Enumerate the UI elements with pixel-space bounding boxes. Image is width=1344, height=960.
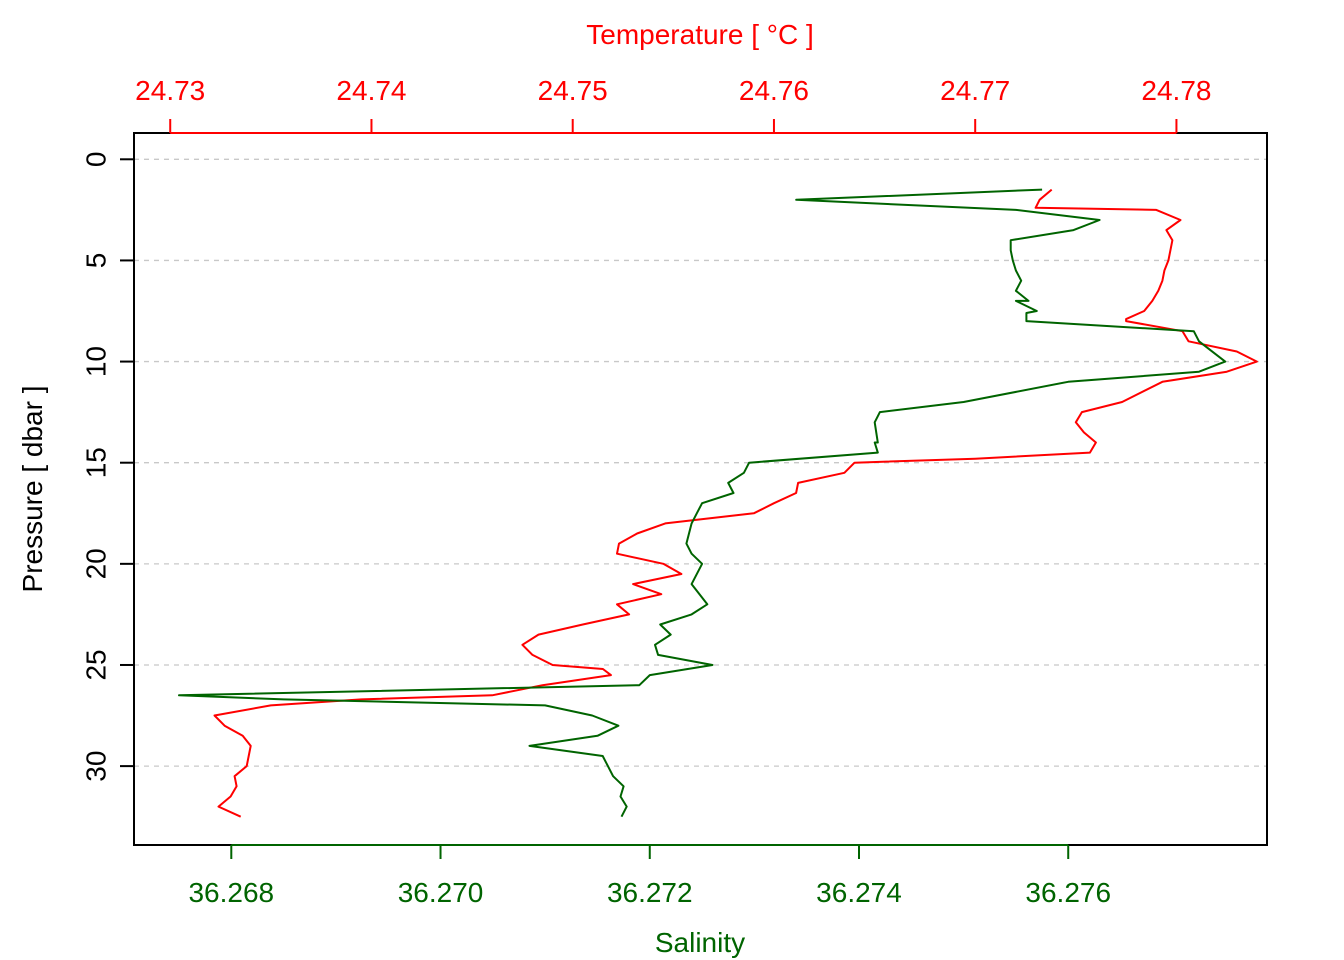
top-axis-temperature: 24.73 24.74 24.75 24.76 24.77 24.78 [135,75,1211,134]
bottom-tick-label: 36.270 [398,877,484,908]
top-tick-label: 24.78 [1141,75,1211,106]
bottom-tick-label: 36.276 [1025,877,1111,908]
top-tick-label: 24.73 [135,75,205,106]
left-axis-title: Pressure [ dbar ] [17,386,48,593]
y-tick-label: 15 [80,447,111,478]
y-tick-label: 30 [80,751,111,782]
top-tick-label: 24.74 [336,75,406,106]
gridlines [134,158,1267,767]
top-tick-label: 24.77 [940,75,1010,106]
bottom-tick-label: 36.272 [607,877,693,908]
y-tick-label: 10 [80,346,111,377]
data-series [178,188,1258,818]
bottom-tick-label: 36.268 [188,877,274,908]
bottom-axis-title: Salinity [655,927,745,958]
y-tick-label: 5 [80,253,111,269]
y-tick-label: 0 [80,152,111,168]
top-tick-label: 24.75 [538,75,608,106]
top-axis-title: Temperature [ °C ] [586,19,814,50]
y-tick-label: 20 [80,548,111,579]
salinity-profile-line [178,188,1227,818]
y-tick-label: 25 [80,649,111,680]
top-tick-label: 24.76 [739,75,809,106]
bottom-tick-label: 36.274 [816,877,902,908]
bottom-axis-salinity: 36.268 36.270 36.272 36.274 36.276 [188,844,1111,908]
temperature-profile-line [213,188,1258,818]
left-axis-pressure: 0 5 10 15 20 25 30 [80,152,134,782]
plot-frame [133,132,1268,846]
